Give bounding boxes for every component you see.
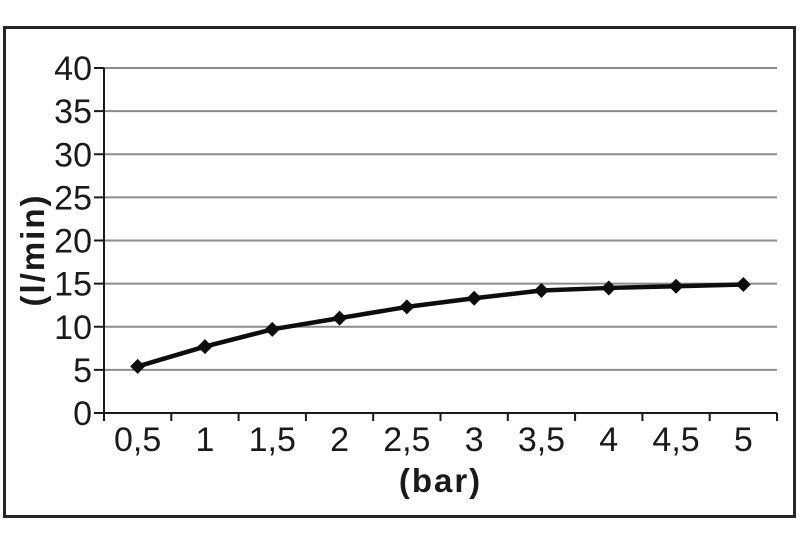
x-tick-label: 3,5 — [518, 421, 565, 459]
data-point-marker — [601, 280, 617, 296]
data-point-marker — [264, 321, 280, 337]
data-point-marker — [735, 276, 751, 292]
x-tick-label: 1,5 — [249, 421, 296, 459]
y-axis-title: (l/min) — [14, 193, 51, 307]
y-tick-label: 15 — [54, 266, 92, 304]
x-tick-label: 4 — [599, 421, 618, 459]
y-tick-label: 40 — [54, 50, 92, 88]
data-point-marker — [197, 339, 213, 355]
x-tick-label: 3 — [465, 421, 484, 459]
x-tick-label: 0,5 — [114, 421, 161, 459]
x-tick-label: 2,5 — [383, 421, 430, 459]
y-tick-label: 20 — [54, 223, 92, 261]
x-tick-label: 1 — [195, 421, 214, 459]
data-point-marker — [533, 283, 549, 299]
data-point-marker — [130, 358, 146, 374]
x-tick-label: 4,5 — [652, 421, 699, 459]
y-tick-label: 5 — [73, 352, 92, 390]
x-tick-label: 2 — [330, 421, 349, 459]
y-tick-label: 30 — [54, 136, 92, 174]
chart-canvas: 0 5 10 15 20 25 30 35 40 0,5 1 1,5 2 2,5 3 3,5 4 4,5 5 — [54, 50, 778, 459]
data-point-marker — [332, 310, 348, 326]
y-tick-label: 10 — [54, 309, 92, 347]
y-tick-label: 25 — [54, 179, 92, 217]
flow-rate-series-line — [135, 282, 746, 369]
data-point-marker — [466, 290, 482, 306]
x-axis-title: (bar) — [398, 462, 483, 499]
data-point-marker — [668, 278, 684, 294]
x-tick-label: 5 — [734, 421, 753, 459]
y-tick-label: 35 — [54, 93, 92, 131]
y-tick-label: 0 — [73, 395, 92, 433]
chart-frame: 0 5 10 15 20 25 30 35 40 0,5 1 1,5 2 2,5 3 3,5 4 4,5 5 (ba… — [3, 26, 796, 518]
data-point-marker — [399, 299, 415, 315]
